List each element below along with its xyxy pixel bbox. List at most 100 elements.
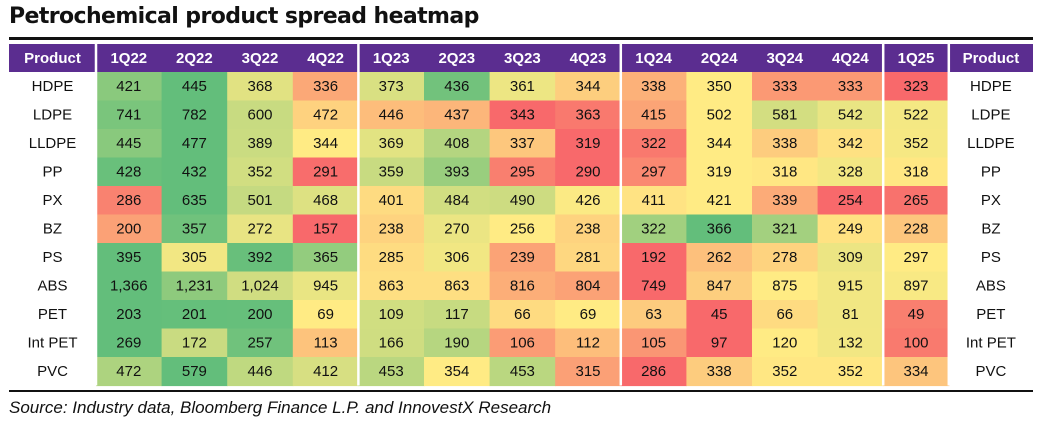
heatmap-cell bbox=[161, 157, 228, 187]
cell-value: 490 bbox=[510, 192, 535, 209]
cell-value: 297 bbox=[641, 164, 666, 181]
heatmap-cell bbox=[817, 357, 884, 387]
heatmap-cell bbox=[489, 357, 556, 387]
heatmap-cell bbox=[424, 72, 491, 102]
cell-value: 352 bbox=[247, 164, 272, 181]
cell-value: 357 bbox=[182, 221, 207, 238]
cell-value: 306 bbox=[444, 249, 469, 266]
cell-value: 363 bbox=[575, 107, 600, 124]
row-label-right: PX bbox=[981, 192, 1001, 209]
heatmap-cell bbox=[227, 328, 294, 358]
heatmap-cell bbox=[686, 271, 753, 301]
column-header-2Q24: 2Q24 bbox=[701, 50, 738, 67]
heatmap-cell bbox=[883, 243, 950, 273]
cell-value: 63 bbox=[645, 306, 662, 323]
cell-value: 359 bbox=[379, 164, 404, 181]
cell-value: 338 bbox=[772, 135, 797, 152]
heatmap-cell bbox=[161, 300, 228, 330]
heatmap-cell bbox=[292, 214, 359, 244]
cell-value: 290 bbox=[575, 164, 600, 181]
cell-value: 472 bbox=[313, 107, 338, 124]
heatmap-cell bbox=[883, 186, 950, 216]
heatmap-cell bbox=[620, 214, 687, 244]
heatmap-cell bbox=[883, 300, 950, 330]
heatmap-cell bbox=[96, 300, 163, 330]
heatmap-cell bbox=[489, 271, 556, 301]
heatmap-cell bbox=[752, 243, 819, 273]
cell-value: 157 bbox=[313, 221, 338, 238]
heatmap-cell bbox=[292, 357, 359, 387]
row-label-left: BZ bbox=[43, 221, 62, 238]
cell-value: 66 bbox=[514, 306, 531, 323]
cell-value: 847 bbox=[707, 278, 732, 295]
cell-value: 343 bbox=[510, 107, 535, 124]
cell-value: 272 bbox=[247, 221, 272, 238]
heatmap-cell bbox=[883, 72, 950, 102]
row-label-left: LDPE bbox=[33, 107, 72, 124]
heatmap-cell bbox=[686, 214, 753, 244]
heatmap-cell bbox=[555, 271, 622, 301]
header-product-right: Product bbox=[963, 50, 1020, 67]
cell-value: 49 bbox=[908, 306, 925, 323]
cell-value: 408 bbox=[444, 135, 469, 152]
cell-value: 445 bbox=[116, 135, 141, 152]
heatmap-cell bbox=[686, 243, 753, 273]
cell-value: 66 bbox=[776, 306, 793, 323]
cell-value: 286 bbox=[116, 192, 141, 209]
cell-value: 105 bbox=[641, 335, 666, 352]
cell-value: 344 bbox=[575, 78, 600, 95]
cell-value: 352 bbox=[903, 135, 928, 152]
row-label-left: HDPE bbox=[32, 78, 74, 95]
column-header-2Q23: 2Q23 bbox=[438, 50, 475, 67]
cell-value: 428 bbox=[116, 164, 141, 181]
heatmap-cell bbox=[358, 271, 425, 301]
heatmap-cell bbox=[292, 243, 359, 273]
row-label-right: PS bbox=[981, 249, 1001, 266]
cell-value: 437 bbox=[444, 107, 469, 124]
heatmap-cell bbox=[752, 186, 819, 216]
cell-value: 782 bbox=[182, 107, 207, 124]
cell-value: 262 bbox=[707, 249, 732, 266]
cell-value: 426 bbox=[575, 192, 600, 209]
heatmap-cell bbox=[555, 328, 622, 358]
heatmap-cell bbox=[424, 100, 491, 130]
heatmap-cell bbox=[686, 129, 753, 159]
heatmap-cell bbox=[555, 243, 622, 273]
heatmap-cell bbox=[686, 328, 753, 358]
column-header-4Q23: 4Q23 bbox=[570, 50, 607, 67]
cell-value: 945 bbox=[313, 278, 338, 295]
cell-value: 446 bbox=[247, 363, 272, 380]
cell-value: 1,024 bbox=[241, 278, 279, 295]
cell-value: 1,366 bbox=[110, 278, 148, 295]
column-header-3Q22: 3Q22 bbox=[242, 50, 279, 67]
cell-value: 804 bbox=[575, 278, 600, 295]
cell-value: 269 bbox=[116, 335, 141, 352]
row-label-left: Int PET bbox=[27, 335, 77, 352]
heatmap-cell bbox=[358, 357, 425, 387]
cell-value: 472 bbox=[116, 363, 141, 380]
heatmap-cell bbox=[292, 271, 359, 301]
heatmap-cell bbox=[292, 328, 359, 358]
cell-value: 635 bbox=[182, 192, 207, 209]
cell-value: 445 bbox=[182, 78, 207, 95]
heatmap-cell bbox=[620, 328, 687, 358]
cell-value: 256 bbox=[510, 221, 535, 238]
cell-value: 412 bbox=[313, 363, 338, 380]
cell-value: 265 bbox=[903, 192, 928, 209]
cell-value: 339 bbox=[772, 192, 797, 209]
heatmap-cell bbox=[424, 357, 491, 387]
heatmap-cell bbox=[489, 129, 556, 159]
heatmap-cell bbox=[883, 157, 950, 187]
row-label-right: HDPE bbox=[970, 78, 1012, 95]
column-header-4Q24: 4Q24 bbox=[832, 50, 869, 67]
heatmap-cell bbox=[489, 72, 556, 102]
heatmap-cell bbox=[161, 129, 228, 159]
row-label-right: PP bbox=[981, 164, 1001, 181]
heatmap-cell bbox=[752, 328, 819, 358]
heatmap-cell bbox=[358, 243, 425, 273]
row-label-left: LLDPE bbox=[29, 135, 77, 152]
cell-value: 166 bbox=[379, 335, 404, 352]
cell-value: 286 bbox=[641, 363, 666, 380]
heatmap-cell bbox=[358, 186, 425, 216]
row-label-right: ABS bbox=[976, 278, 1006, 295]
